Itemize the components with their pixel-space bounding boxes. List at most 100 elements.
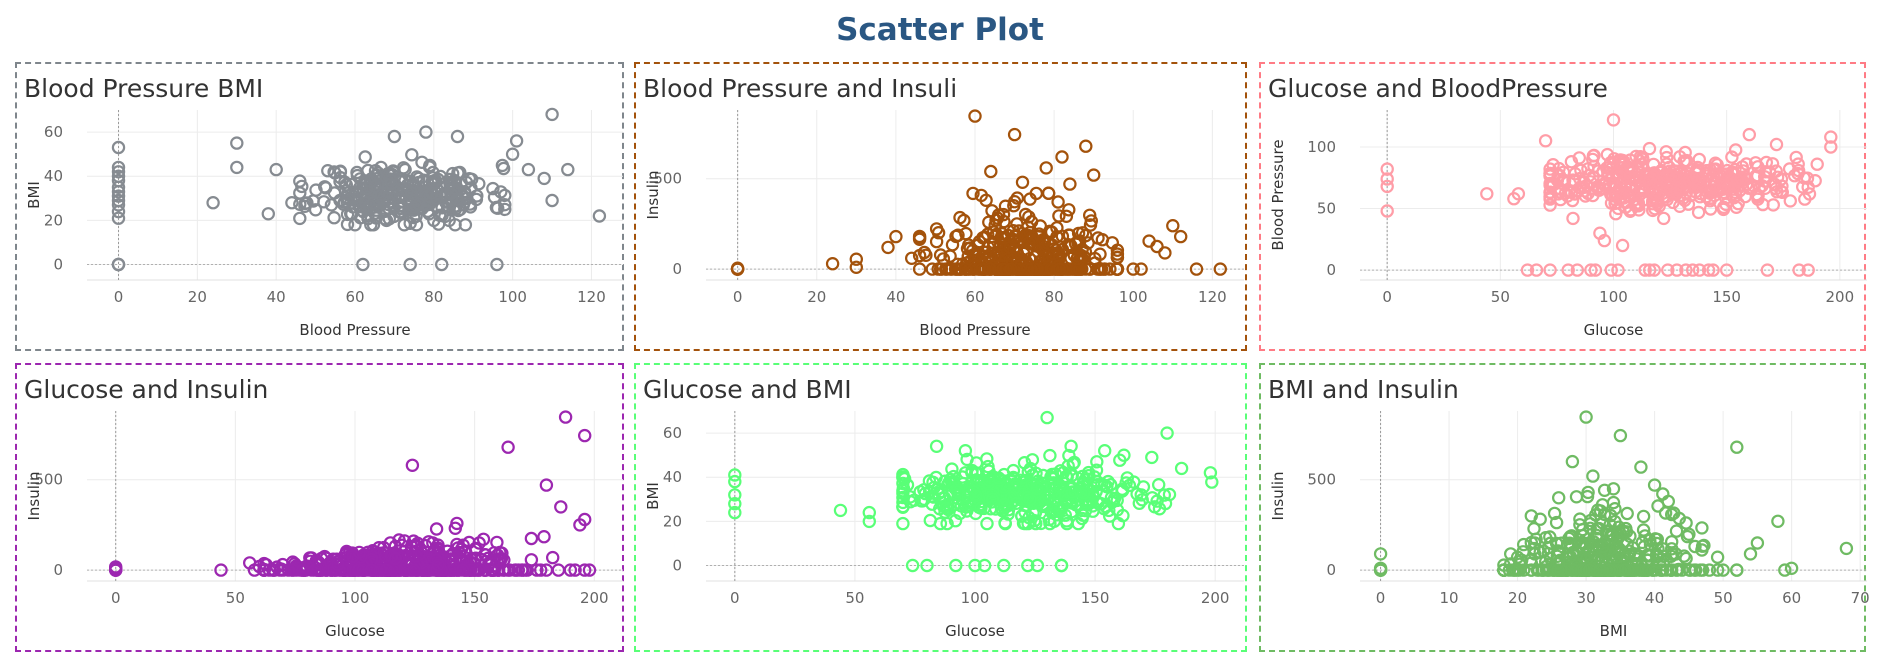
data-point [1543, 530, 1557, 544]
data-point [1561, 263, 1575, 277]
x-axis-label: BMI [1600, 622, 1628, 640]
data-point [111, 160, 126, 175]
data-point [1778, 563, 1792, 577]
y-tick-label: 0 [672, 260, 682, 278]
data-point [425, 186, 439, 200]
data-point [444, 191, 459, 206]
data-point [1572, 151, 1586, 165]
data-point [963, 241, 977, 255]
data-point [405, 458, 420, 473]
data-point [1111, 516, 1126, 531]
data-point [403, 216, 417, 230]
data-point [1679, 263, 1693, 277]
data-point [340, 194, 354, 209]
data-point [537, 171, 551, 186]
data-point [900, 478, 915, 492]
data-point [1655, 173, 1669, 187]
data-point [1503, 547, 1518, 561]
data-point [1670, 263, 1684, 277]
data-point [1546, 178, 1560, 192]
data-point [1584, 263, 1598, 277]
data-point [366, 196, 381, 210]
data-point [1152, 477, 1166, 492]
data-point [1004, 262, 1018, 276]
data-point [996, 262, 1010, 276]
points-layer [111, 107, 607, 272]
data-point [338, 548, 352, 562]
x-tick-label: 200 [580, 589, 609, 607]
data-point [945, 262, 959, 276]
data-point [379, 563, 393, 577]
data-point [1683, 563, 1697, 577]
data-point [1720, 263, 1734, 277]
data-point [545, 193, 559, 208]
data-point [1612, 169, 1627, 183]
data-point [989, 213, 1003, 227]
data-point [545, 107, 559, 122]
data-point [1746, 179, 1761, 193]
data-point [1688, 539, 1702, 554]
data-point [423, 158, 437, 173]
x-tick-label: 0 [1382, 288, 1392, 306]
data-point [988, 218, 1002, 232]
data-point [1021, 558, 1035, 573]
x-tick-label: 40 [267, 288, 286, 306]
data-point [1041, 489, 1056, 504]
data-point [1606, 495, 1621, 510]
data-point [1524, 535, 1538, 550]
data-point [1760, 263, 1775, 277]
chart-panel-3: Glucose and BloodPressure 0 50 100 150 200 0 50… [1259, 62, 1867, 351]
data-point [435, 257, 449, 272]
data-point [324, 198, 339, 212]
data-point [1666, 168, 1680, 183]
x-tick-label: 60 [1782, 589, 1801, 607]
data-point [463, 197, 477, 211]
data-point [1570, 263, 1584, 277]
chart-panel-2: Blood Pressure and Insuli 0 20 40 60 80 100 120… [634, 62, 1247, 351]
data-point [1586, 469, 1600, 483]
data-point [945, 237, 960, 252]
data-point [945, 462, 959, 476]
data-point [403, 257, 417, 272]
x-tick-label: 0 [111, 589, 121, 607]
data-point [912, 262, 927, 276]
y-axis-label: Insulin [1269, 471, 1287, 520]
x-tick-label: 10 [1440, 589, 1459, 607]
data-point [1574, 163, 1588, 178]
x-tick-label: 50 [1714, 589, 1733, 607]
data-point [1636, 523, 1651, 537]
data-point [498, 202, 512, 217]
data-point [1059, 209, 1074, 223]
data-point [1543, 263, 1557, 277]
data-point [1792, 263, 1806, 277]
data-point [1166, 218, 1180, 233]
data-point [447, 173, 461, 188]
data-point [976, 231, 990, 245]
data-point [1720, 163, 1734, 178]
data-point [1041, 186, 1056, 200]
data-point [968, 558, 982, 573]
data-point [412, 547, 426, 561]
data-point [1543, 198, 1557, 212]
data-point [961, 249, 975, 263]
data-point [1615, 238, 1630, 253]
data-point [1052, 209, 1066, 223]
data-point [983, 249, 997, 264]
data-point [1657, 211, 1671, 226]
data-point [1703, 186, 1717, 201]
data-point [1710, 563, 1725, 577]
data-point [383, 195, 397, 209]
y-tick-label: 0 [1326, 261, 1336, 279]
data-point [1006, 223, 1021, 238]
data-point [1607, 152, 1621, 166]
data-point [412, 171, 426, 186]
chart-panel-1: Blood Pressure BMI 0 20 40 60 80 100 120 0 20 40 60… [15, 62, 624, 351]
data-point [1593, 563, 1607, 577]
x-axis-label: Glucose [325, 622, 385, 640]
data-point [1533, 545, 1547, 559]
data-point [1695, 563, 1710, 577]
data-point [111, 193, 126, 208]
data-point [331, 557, 345, 572]
data-point [1547, 506, 1562, 521]
data-point [230, 136, 244, 150]
